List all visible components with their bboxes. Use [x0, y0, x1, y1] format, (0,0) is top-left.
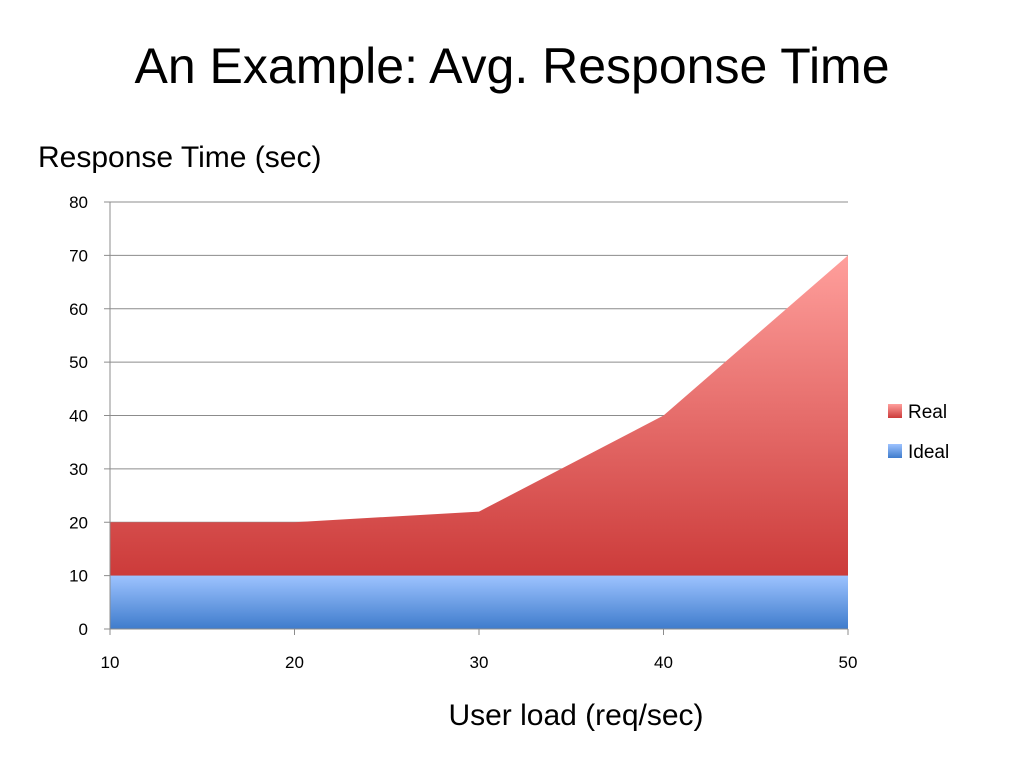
- x-axis-title: User load (req/sec): [448, 699, 704, 732]
- x-tick-label-10: 10: [101, 653, 120, 672]
- y-tick-label-70: 70: [69, 246, 88, 265]
- y-tick-label-40: 40: [69, 407, 88, 426]
- x-tick-label-40: 40: [654, 653, 673, 672]
- y-tick-label-50: 50: [69, 353, 88, 372]
- x-tick-label-30: 30: [470, 653, 489, 672]
- y-tick-label-20: 20: [69, 513, 88, 532]
- legend-label-ideal: Ideal: [908, 442, 949, 463]
- y-tick-label-30: 30: [69, 460, 88, 479]
- legend: Real Ideal: [888, 402, 949, 463]
- legend-item-real: Real: [888, 402, 947, 423]
- tick-labels: 0 10 20 30 40 50 60 70 80 10 20 30 40 50: [69, 193, 857, 672]
- y-tick-label-60: 60: [69, 300, 88, 319]
- legend-item-ideal: Ideal: [888, 442, 949, 463]
- x-tick-label-50: 50: [839, 653, 858, 672]
- area-ideal: [110, 575, 848, 629]
- legend-swatch-real: [888, 404, 902, 418]
- plot-areas: [110, 255, 848, 629]
- slide-title: An Example: Avg. Response Time: [134, 38, 890, 94]
- area-real: [110, 255, 848, 576]
- x-tick-label-20: 20: [285, 653, 304, 672]
- axes: [104, 201, 849, 635]
- y-axis-title: Response Time (sec): [38, 141, 322, 174]
- legend-label-real: Real: [908, 402, 947, 423]
- y-tick-label-10: 10: [69, 567, 88, 586]
- y-tick-label-0: 0: [79, 620, 88, 639]
- y-tick-label-80: 80: [69, 193, 88, 212]
- legend-swatch-ideal: [888, 444, 902, 458]
